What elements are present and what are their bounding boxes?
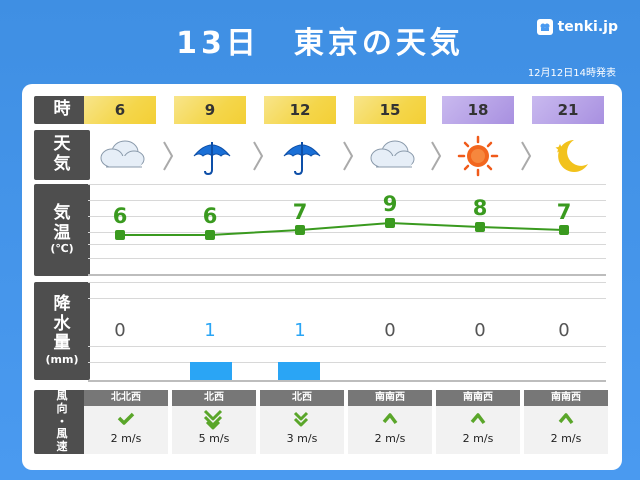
page-title: 13日 東京の天気: [176, 26, 464, 61]
hour-12: 12: [264, 96, 336, 124]
wind-card: 北西 5 m/s: [172, 390, 256, 454]
temp-value: 9: [382, 192, 398, 216]
umbrella-icon: [283, 142, 321, 176]
moon-icon: [555, 140, 588, 172]
sun-icon: [457, 135, 499, 177]
wind-arrow-icon: [558, 413, 574, 425]
row-label-weather: 天 気: [34, 130, 90, 180]
wind-speed: 2 m/s: [462, 432, 494, 445]
temp-point: [475, 222, 485, 232]
chevron-right-icon: [431, 141, 442, 171]
temp-point: [385, 218, 395, 228]
tenki-logo[interactable]: tenki.jp: [536, 18, 618, 36]
chevron-right-icon: [253, 141, 264, 171]
wind-speed: 2 m/s: [550, 432, 582, 445]
wind-card: 北西 3 m/s: [260, 390, 344, 454]
wind-direction: 南南西: [436, 390, 520, 406]
wind-card: 南南西 2 m/s: [524, 390, 608, 454]
hour-18: 18: [442, 96, 514, 124]
hour-15: 15: [354, 96, 426, 124]
precip-value: 1: [204, 320, 216, 341]
precip-value: 1: [294, 320, 306, 341]
wind-direction: 南南西: [524, 390, 608, 406]
wind-arrow-icon: [117, 412, 135, 425]
wind-arrow-icon: [293, 411, 309, 427]
chevron-right-icon: [163, 141, 174, 171]
precip-bar: [190, 362, 232, 380]
temp-value: 7: [292, 200, 308, 224]
forecast-panel: 時 天 気 気 温 (℃) 降 水 量 (mm) 風 向 ・ 風 速 6 9 1…: [22, 84, 622, 470]
issued-timestamp: 12月12日14時発表: [527, 68, 616, 79]
temp-point: [559, 225, 569, 235]
precip-value: 0: [558, 320, 570, 341]
hour-9: 9: [174, 96, 246, 124]
cloud-icon: [100, 140, 145, 168]
temp-point: [205, 230, 215, 240]
chevron-right-icon: [343, 141, 354, 171]
wind-speed: 5 m/s: [198, 432, 230, 445]
wind-direction: 北西: [172, 390, 256, 406]
wind-direction: 北西: [260, 390, 344, 406]
hour-6: 6: [84, 96, 156, 124]
wind-arrow-icon: [382, 413, 398, 425]
umbrella-icon: [193, 142, 231, 176]
precip-bar: [278, 362, 320, 380]
wind-direction: 南南西: [348, 390, 432, 406]
wind-card: 南南西 2 m/s: [348, 390, 432, 454]
logo-text: tenki.jp: [557, 19, 618, 35]
precip-value: 0: [114, 320, 126, 341]
wind-speed: 2 m/s: [110, 432, 142, 445]
wind-speed: 2 m/s: [374, 432, 406, 445]
temp-value: 7: [556, 200, 572, 224]
temp-point: [115, 230, 125, 240]
logo-icon: [536, 19, 553, 35]
hour-21: 21: [532, 96, 604, 124]
row-label-time: 時: [34, 96, 90, 124]
temp-value: 6: [112, 204, 128, 228]
wind-arrow-icon: [203, 409, 223, 430]
wind-card: 北北西 2 m/s: [84, 390, 168, 454]
wind-arrow-icon: [470, 413, 486, 425]
temp-value: 6: [202, 204, 218, 228]
wind-card: 南南西 2 m/s: [436, 390, 520, 454]
temp-value: 8: [472, 196, 488, 220]
temperature-line-chart: [115, 218, 569, 240]
row-label-precipitation: 降 水 量 (mm): [34, 282, 90, 380]
chevron-right-icon: [521, 141, 532, 171]
temp-point: [295, 225, 305, 235]
wind-direction: 北北西: [84, 390, 168, 406]
wind-speed: 3 m/s: [286, 432, 318, 445]
cloud-icon: [370, 140, 415, 168]
row-label-wind: 風 向 ・ 風 速: [34, 390, 90, 454]
precip-value: 0: [384, 320, 396, 341]
precip-value: 0: [474, 320, 486, 341]
row-label-temperature: 気 温 (℃): [34, 184, 90, 276]
